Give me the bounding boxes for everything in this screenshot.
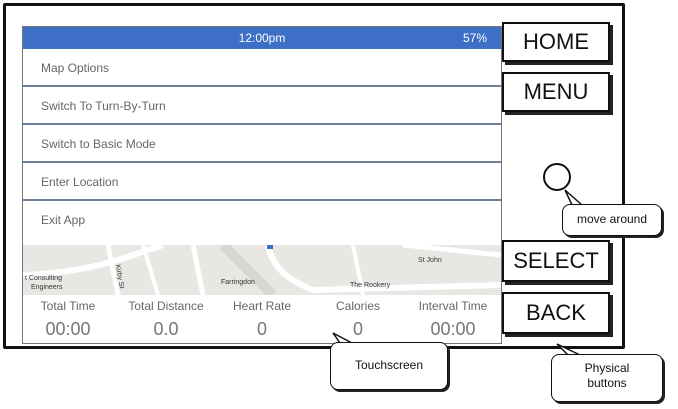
joystick-control[interactable] [543, 163, 571, 191]
stat-label: Total Distance [128, 299, 204, 313]
map-label: t Consulting [25, 275, 62, 282]
stat-label: Total Time [40, 299, 96, 313]
workout-stats: Total Time 00:00 Total Distance 0.0 Hear… [23, 295, 501, 343]
menu-item-map-options[interactable]: Map Options [23, 49, 501, 87]
status-bar: 12:00pm 57% [23, 27, 501, 49]
stat-value: 00:00 [430, 319, 476, 339]
map-label: Engineers [31, 284, 63, 291]
stat-value: 00:00 [45, 319, 91, 339]
stat-value: 0 [256, 319, 267, 339]
menu-button[interactable]: MENU [502, 72, 610, 112]
map-label: St John [418, 257, 442, 264]
stat-total-distance: Total Distance 0.0 [119, 299, 213, 340]
callout-move-around: move around [562, 204, 662, 236]
menu-item-turn-by-turn[interactable]: Switch To Turn-By-Turn [23, 87, 501, 125]
map-label: The Rookery [350, 282, 391, 289]
callout-touchscreen: Touchscreen [330, 342, 448, 390]
map-view[interactable]: t Consulting Engineers Kirby St Farringd… [23, 245, 501, 295]
app-menu: Map Options Switch To Turn-By-Turn Switc… [23, 49, 501, 239]
status-battery: 57% [462, 31, 487, 45]
touchscreen[interactable]: 12:00pm 57% Map Options Switch To Turn-B… [22, 26, 502, 344]
menu-item-enter-location[interactable]: Enter Location [23, 163, 501, 201]
stat-interval-time: Interval Time 00:00 [409, 299, 497, 340]
stat-label: Heart Rate [232, 299, 292, 313]
select-button[interactable]: SELECT [502, 240, 610, 282]
stat-value: 0.0 [153, 319, 179, 339]
stat-value: 0 [352, 319, 363, 339]
home-button[interactable]: HOME [502, 22, 610, 62]
menu-item-basic-mode[interactable]: Switch to Basic Mode [23, 125, 501, 163]
stat-heart-rate: Heart Rate 0 [225, 299, 299, 340]
menu-item-exit-app[interactable]: Exit App [23, 201, 501, 239]
callout-physical-buttons: Physical buttons [551, 354, 663, 402]
back-button[interactable]: BACK [502, 292, 610, 334]
stat-label: Interval Time [418, 299, 488, 313]
status-time: 12:00pm [238, 31, 286, 45]
stat-label: Calories [335, 299, 380, 313]
map-roads [23, 245, 501, 295]
map-label: Farringdon [221, 279, 255, 286]
stat-total-time: Total Time 00:00 [33, 299, 103, 340]
stat-calories: Calories 0 [323, 299, 393, 340]
